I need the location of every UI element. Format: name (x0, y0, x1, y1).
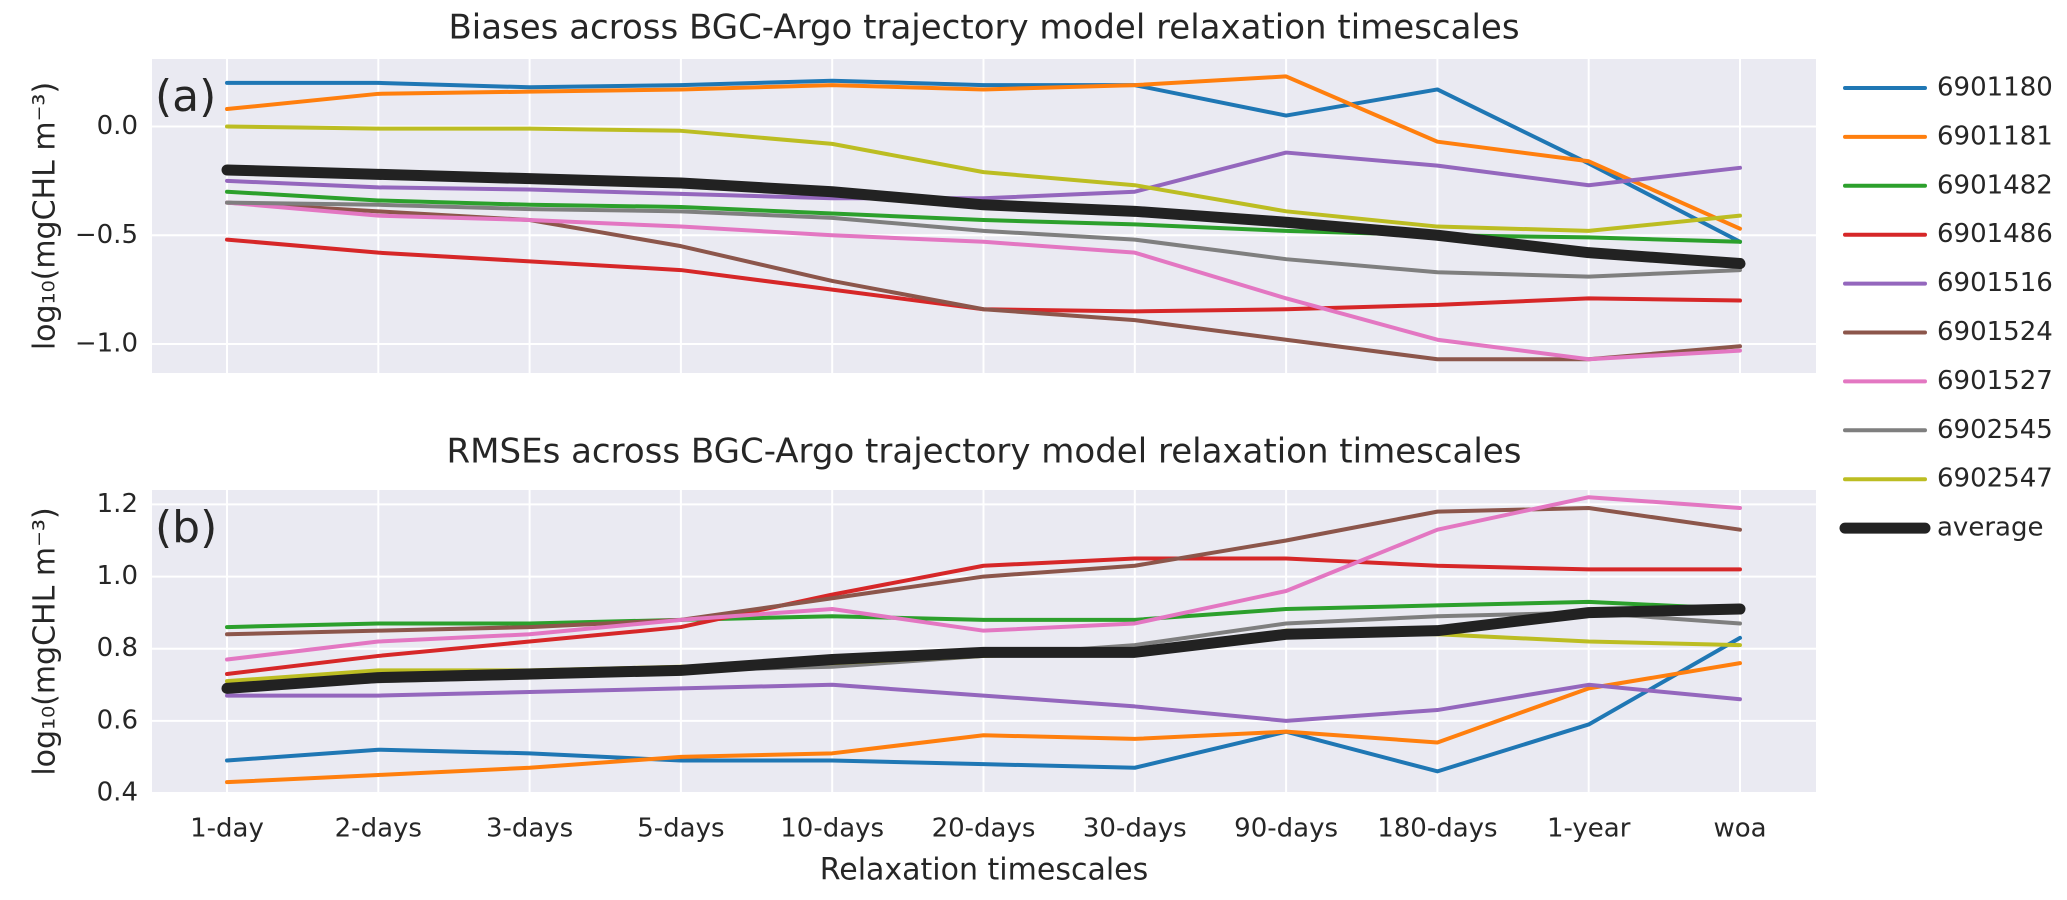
legend-label: 6902547 (1937, 464, 2053, 494)
x-tick-label: 3-days (486, 814, 573, 844)
legend-label: 6901482 (1937, 170, 2053, 200)
x-tick-label: 30-days (1083, 814, 1187, 844)
series-line (225, 682, 1742, 723)
series-line (225, 599, 1742, 630)
series-line (225, 78, 1742, 244)
y-tick-label: 0.0 (97, 111, 138, 141)
y-axis-label: log₁₀(mgCHL m⁻³) (28, 507, 63, 775)
y-tick-label: 0.8 (97, 633, 138, 663)
series-line (225, 556, 1742, 676)
x-tick-label: 20-days (932, 814, 1036, 844)
x-tick-label: 10-days (780, 814, 884, 844)
series-line (221, 603, 1746, 694)
series-line (225, 200, 1742, 362)
series-line (225, 74, 1742, 231)
legend-label: 6901180 (1937, 73, 2053, 103)
legend-label: 6901486 (1937, 219, 2053, 249)
series-line (225, 506, 1742, 637)
x-tick-label: 1-day (190, 814, 264, 844)
y-axis-label: log₁₀(mgCHL m⁻³) (28, 82, 63, 350)
chart-title: Biases across BGC-Argo trajectory model … (448, 8, 1519, 48)
legend-label: average (1937, 513, 2043, 543)
series-line (225, 635, 1742, 774)
y-tick-label: −1.0 (75, 329, 138, 359)
legend-label: 6901516 (1937, 268, 2053, 298)
series-line (225, 661, 1742, 785)
chart-title: RMSEs across BGC-Argo trajectory model r… (447, 432, 1522, 472)
x-axis-label: Relaxation timescales (820, 853, 1149, 888)
series-line (225, 200, 1742, 279)
x-tick-label: woa (1713, 814, 1766, 844)
y-tick-label: 0.6 (97, 705, 138, 735)
y-tick-label: 1.0 (97, 561, 138, 591)
y-tick-label: 1.2 (97, 489, 138, 519)
panel-label: (a) (155, 71, 216, 122)
legend-label: 6902545 (1937, 415, 2053, 445)
y-tick-label: 0.4 (97, 778, 138, 808)
series-line (221, 164, 1746, 270)
panel-label: (b) (155, 502, 217, 553)
series-line (225, 495, 1742, 662)
x-tick-label: 1-year (1547, 814, 1631, 844)
legend-label: 6901527 (1937, 366, 2053, 396)
x-tick-label: 5-days (637, 814, 724, 844)
x-tick-label: 180-days (1377, 814, 1497, 844)
series-line (225, 150, 1742, 201)
x-tick-label: 90-days (1234, 814, 1338, 844)
series-line (225, 124, 1742, 233)
legend-label: 6901524 (1937, 317, 2053, 347)
legend-label: 6901181 (1937, 121, 2053, 151)
y-tick-label: −0.5 (75, 220, 138, 250)
x-tick-label: 2-days (335, 814, 422, 844)
